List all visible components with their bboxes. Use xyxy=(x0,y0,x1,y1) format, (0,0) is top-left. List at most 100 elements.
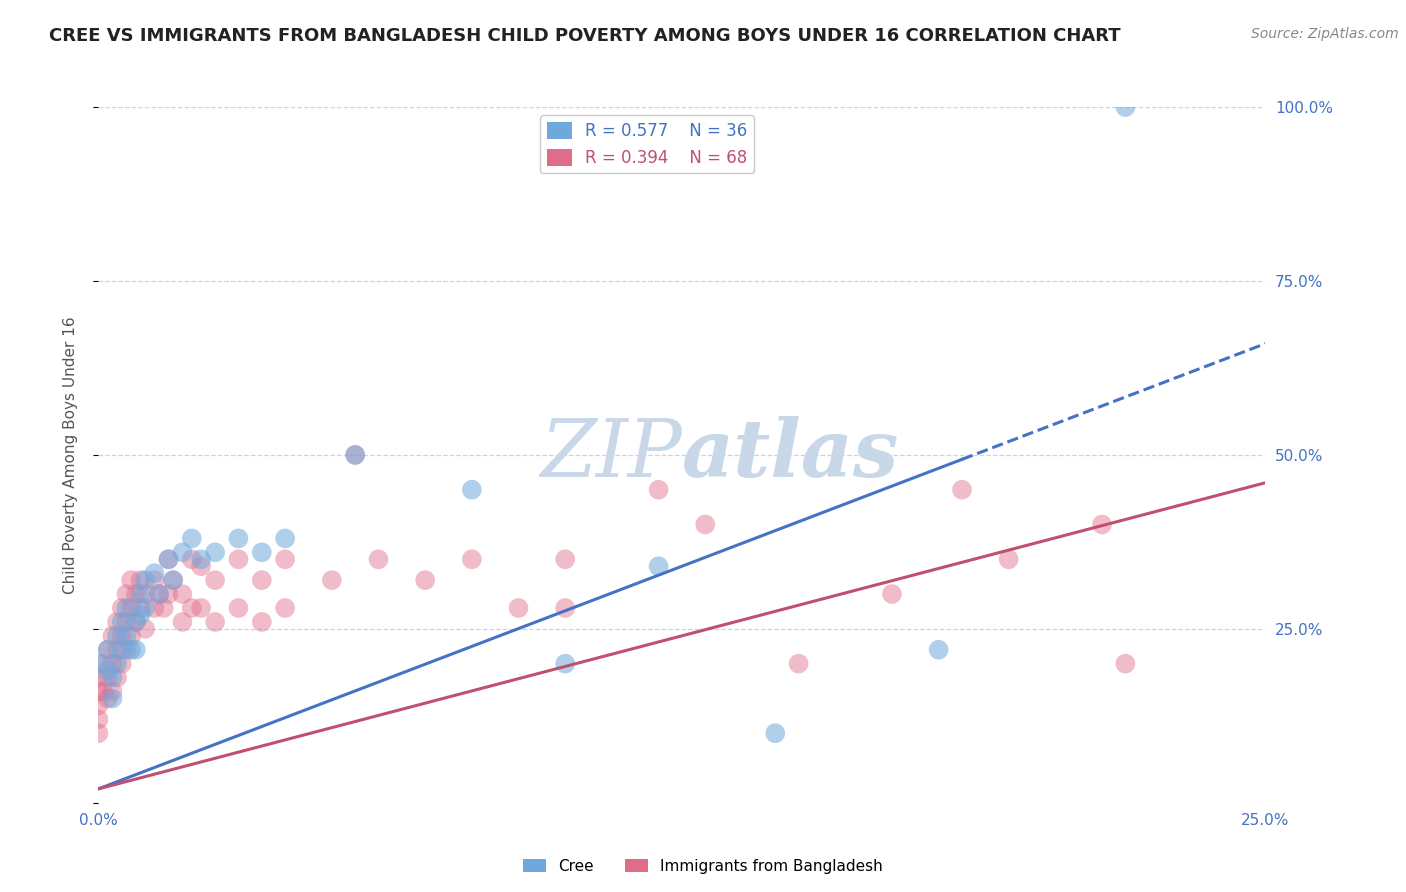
Point xyxy=(101,657,124,671)
Point xyxy=(143,573,166,587)
Point xyxy=(274,601,297,615)
Point xyxy=(129,601,152,615)
Point xyxy=(120,642,142,657)
Point xyxy=(180,552,202,566)
Point xyxy=(950,483,973,497)
Point xyxy=(101,684,124,698)
Point xyxy=(134,622,156,636)
Point xyxy=(134,587,156,601)
Point xyxy=(508,601,530,615)
Point xyxy=(344,448,367,462)
Point xyxy=(101,691,124,706)
Point xyxy=(129,587,152,601)
Point xyxy=(101,629,124,643)
Point xyxy=(172,615,194,629)
Point xyxy=(97,691,120,706)
Point xyxy=(204,573,226,587)
Point xyxy=(115,587,138,601)
Point xyxy=(125,615,148,629)
Point xyxy=(647,559,669,574)
Point xyxy=(97,664,120,678)
Legend: R = 0.577    N = 36, R = 0.394    N = 68: R = 0.577 N = 36, R = 0.394 N = 68 xyxy=(540,115,754,173)
Point xyxy=(554,601,576,615)
Point xyxy=(87,712,110,726)
Point xyxy=(554,552,576,566)
Point xyxy=(250,573,273,587)
Point xyxy=(647,483,669,497)
Point xyxy=(105,657,128,671)
Point xyxy=(157,552,180,566)
Point xyxy=(129,607,152,622)
Point xyxy=(180,532,202,546)
Point xyxy=(228,601,250,615)
Point xyxy=(554,657,576,671)
Point xyxy=(111,642,134,657)
Point xyxy=(928,642,950,657)
Point xyxy=(125,587,148,601)
Point xyxy=(763,726,786,740)
Point xyxy=(250,545,273,559)
Text: ZIP: ZIP xyxy=(540,417,682,493)
Point xyxy=(125,615,148,629)
Point xyxy=(787,657,810,671)
Point xyxy=(134,601,156,615)
Point xyxy=(87,657,110,671)
Point xyxy=(413,573,436,587)
Point xyxy=(190,552,212,566)
Point xyxy=(274,532,297,546)
Text: atlas: atlas xyxy=(682,417,900,493)
Point xyxy=(880,587,903,601)
Point xyxy=(461,552,484,566)
Point xyxy=(157,552,180,566)
Legend: Cree, Immigrants from Bangladesh: Cree, Immigrants from Bangladesh xyxy=(517,853,889,880)
Point xyxy=(1114,657,1136,671)
Point xyxy=(120,601,142,615)
Point xyxy=(148,587,170,601)
Point xyxy=(250,615,273,629)
Point xyxy=(1091,517,1114,532)
Point xyxy=(344,448,367,462)
Point xyxy=(97,642,120,657)
Point xyxy=(204,545,226,559)
Point xyxy=(143,566,166,581)
Point xyxy=(101,671,124,685)
Point xyxy=(91,684,114,698)
Point xyxy=(152,601,174,615)
Point xyxy=(1114,100,1136,114)
Point xyxy=(228,532,250,546)
Point xyxy=(87,671,110,685)
Point xyxy=(115,642,138,657)
Point xyxy=(162,573,184,587)
Point xyxy=(143,601,166,615)
Point xyxy=(157,587,180,601)
Point xyxy=(367,552,389,566)
Text: Source: ZipAtlas.com: Source: ZipAtlas.com xyxy=(1251,27,1399,41)
Point xyxy=(105,671,128,685)
Point xyxy=(97,671,120,685)
Point xyxy=(162,573,184,587)
Point xyxy=(148,587,170,601)
Point xyxy=(997,552,1019,566)
Point xyxy=(120,629,142,643)
Point xyxy=(695,517,717,532)
Point xyxy=(111,657,134,671)
Point xyxy=(105,642,128,657)
Point xyxy=(228,552,250,566)
Y-axis label: Child Poverty Among Boys Under 16: Child Poverty Among Boys Under 16 xyxy=(63,316,77,594)
Point xyxy=(129,573,152,587)
Point xyxy=(125,642,148,657)
Point xyxy=(274,552,297,566)
Point xyxy=(111,615,134,629)
Point xyxy=(172,587,194,601)
Point xyxy=(134,573,156,587)
Point xyxy=(120,573,142,587)
Point xyxy=(87,726,110,740)
Point xyxy=(321,573,343,587)
Point xyxy=(87,684,110,698)
Point xyxy=(180,601,202,615)
Point xyxy=(111,601,134,615)
Point xyxy=(111,629,134,643)
Point xyxy=(115,615,138,629)
Point xyxy=(461,483,484,497)
Point xyxy=(115,601,138,615)
